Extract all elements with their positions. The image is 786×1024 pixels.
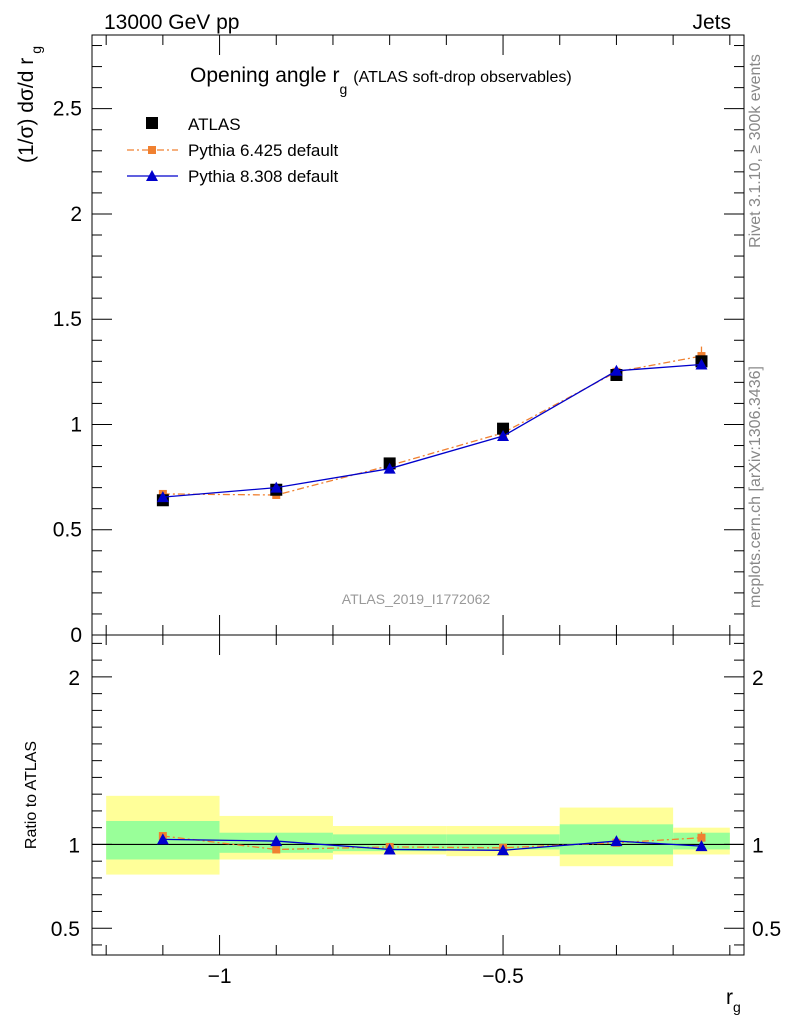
- legend-label-atlas: ATLAS: [188, 115, 241, 134]
- main-y-tick-label: 2: [70, 203, 82, 226]
- x-tick-label: −0.5: [482, 965, 523, 988]
- ratio-pythia8-point: [695, 840, 708, 852]
- ratio-pythia8-point: [497, 844, 510, 856]
- main-panel: ATLAS_2019_I1772062 Opening angle rg(ATL…: [15, 34, 745, 647]
- ratio-pythia6-point: [272, 845, 281, 854]
- header-process-label: Jets: [692, 11, 731, 34]
- ratio-y-tick-label-right: 2: [752, 667, 764, 690]
- ratio-y-tick-label-right: 0.5: [752, 918, 781, 941]
- mcplots-label: mcplots.cern.ch [arXiv:1306.3436]: [747, 366, 764, 608]
- ratio-band-inner: [446, 834, 560, 850]
- main-watermark: ATLAS_2019_I1772062: [342, 591, 491, 607]
- legend-marker-atlas: [146, 117, 158, 129]
- pythia8-point: [610, 364, 623, 376]
- main-y-tick-label: 0: [70, 624, 82, 647]
- legend-label-pythia8: Pythia 8.308 default: [188, 167, 339, 186]
- ratio-y-tick-label-left: 2: [68, 667, 80, 690]
- main-title: Opening angle rg (ATLAS soft-drop observa…: [190, 64, 572, 97]
- ratio-y-axis-label: Ratio to ATLAS: [23, 741, 40, 849]
- main-y-axis-label-text: (1/σ) dσ/d r: [15, 58, 38, 163]
- ratio-panel-frame: [91, 634, 745, 956]
- main-y-axis-label-subscript: g: [28, 46, 44, 54]
- pythia8-line: [162, 363, 702, 498]
- pythia8-point: [383, 462, 396, 474]
- ratio-pythia6-point: [697, 833, 706, 842]
- rivet-version-label: Rivet 3.1.10, ≥ 300k events: [747, 54, 764, 248]
- legend-marker-pythia6: [148, 146, 156, 154]
- x-axis-label-text: r: [726, 986, 733, 1009]
- pythia8-point: [497, 430, 510, 442]
- legend-marker-pythia8: [146, 170, 158, 181]
- x-axis-label-subscript: g: [733, 999, 741, 1015]
- main-title-subscript: g: [339, 81, 347, 97]
- main-title-suffix: (ATLAS soft-drop observables): [353, 69, 571, 86]
- ratio-y-tick-label-left: 0.5: [51, 918, 80, 941]
- pythia8-point: [156, 491, 169, 503]
- x-tick-label: −1: [208, 965, 232, 988]
- ratio-pythia8-point: [383, 843, 396, 855]
- ratio-pythia8-point: [610, 835, 623, 847]
- main-y-tick-label: 1.5: [53, 308, 82, 331]
- atlas-point: [497, 422, 510, 435]
- legend: ATLAS Pythia 6.425 default Pythia 8.308 …: [127, 115, 339, 186]
- ratio-pythia8-point: [156, 833, 169, 845]
- x-axis-label: rg: [726, 986, 741, 1015]
- pythia8-point: [695, 358, 708, 370]
- main-y-axis-label: (1/σ) dσ/d r g: [15, 46, 44, 163]
- ratio-pythia8-point: [270, 835, 283, 847]
- ratio-y-tick-label-left: 1: [68, 834, 80, 857]
- main-y-tick-label: 0.5: [53, 519, 82, 542]
- ratio-y-tick-label-right: 1: [752, 834, 764, 857]
- ratio-pythia8-line: [162, 838, 702, 851]
- ratio-panel: −1 −0.5 0.5 0.5 1 1 2 2 Ratio to ATLAS rg: [23, 634, 781, 1015]
- main-title-text: Opening angle r: [190, 64, 339, 87]
- main-y-tick-label: 2.5: [53, 98, 82, 121]
- main-y-tick-label: 1: [70, 413, 82, 436]
- pythia8-point: [270, 481, 283, 493]
- header-energy-label: 13000 GeV pp: [104, 11, 239, 34]
- legend-label-pythia6: Pythia 6.425 default: [188, 141, 339, 160]
